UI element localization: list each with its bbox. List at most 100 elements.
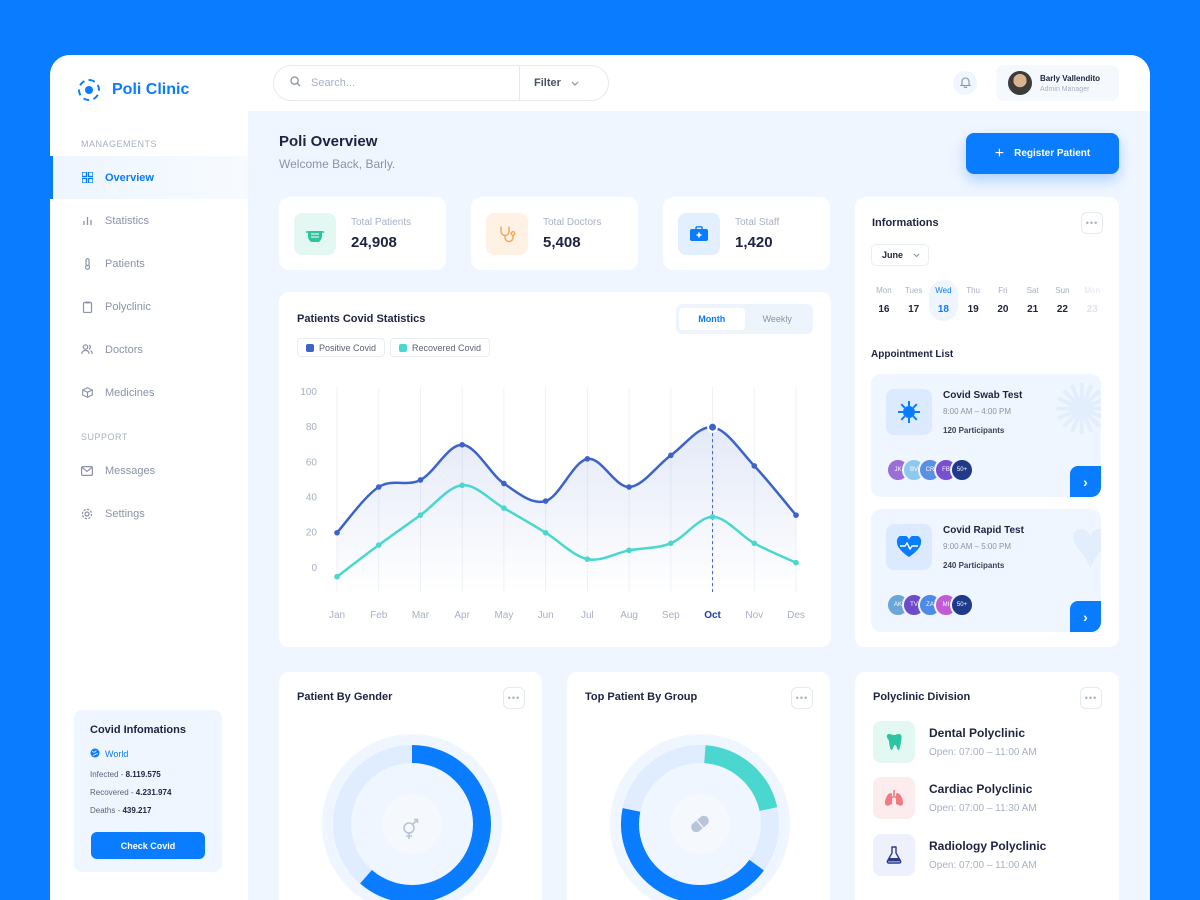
users-icon xyxy=(81,344,93,356)
register-patient-button[interactable]: + Register Patient xyxy=(966,133,1119,174)
day-item-selected[interactable]: Wed 18 xyxy=(928,280,959,321)
more-options-icon[interactable]: ••• xyxy=(1080,687,1102,709)
sidebar-item-overview[interactable]: Overview xyxy=(50,156,248,199)
month-label: June xyxy=(882,250,904,260)
check-covid-button[interactable]: Check Covid xyxy=(91,832,205,859)
covid-info-title: Covid Infomations xyxy=(90,724,186,736)
covid-statistics-card: 100 80 60 40 20 0 Jan Feb Mar Apr May Jun Jul Aug Sep O… xyxy=(279,292,831,647)
infected-label: Infected - xyxy=(90,770,126,779)
day-name: Sat xyxy=(1026,286,1039,295)
managements-label: MANAGEMENTS xyxy=(81,139,158,149)
search-input[interactable]: Search... xyxy=(311,77,356,89)
day-name: Sun xyxy=(1055,286,1070,295)
data-point xyxy=(584,556,591,562)
brand[interactable]: Poli Clinic xyxy=(78,79,189,101)
brand-name: Poli Clinic xyxy=(112,81,190,98)
day-item[interactable]: Sat 21 xyxy=(1018,280,1048,321)
polyclinic-hours: Open: 07:00 – 11:00 AM xyxy=(929,860,1037,871)
polyclinic-hours: Open: 07:00 – 11:30 AM xyxy=(929,803,1037,814)
filter-dropdown[interactable]: Filter xyxy=(519,65,597,101)
recovered-value: 4.231.974 xyxy=(135,788,172,797)
polyclinic-item-radiology[interactable]: Radiology Polyclinic Open: 07:00 – 11:00… xyxy=(873,834,1046,876)
participant-avatars: AK TV ZA MI 50+ xyxy=(886,593,974,617)
region-label: World xyxy=(105,749,129,759)
lungs-icon xyxy=(873,777,915,819)
more-options-icon[interactable]: ••• xyxy=(791,687,813,709)
toggle-month[interactable]: Month xyxy=(679,308,745,330)
polyclinic-division-card: Polyclinic Division ••• Dental Polyclini… xyxy=(855,672,1119,900)
page-title: Poli Overview xyxy=(279,133,378,150)
period-toggle: Month Weekly xyxy=(676,304,813,334)
polyclinic-item-dental[interactable]: Dental Polyclinic Open: 07:00 – 11:00 AM xyxy=(873,721,1037,763)
notification-button[interactable] xyxy=(953,71,977,95)
support-label: SUPPORT xyxy=(81,432,128,442)
polyclinic-name: Cardiac Polyclinic xyxy=(929,782,1033,796)
data-point xyxy=(459,441,465,448)
patient-group-card: Top Patient By Group ••• xyxy=(567,672,830,900)
chevron-right-icon[interactable]: › xyxy=(1070,466,1101,497)
stat-value: 24,908 xyxy=(351,233,397,251)
x-tick-label: Mar xyxy=(412,610,430,621)
user-profile[interactable]: Barly Vallendito Admin Manager xyxy=(996,65,1119,101)
day-item[interactable]: Mon 16 xyxy=(869,280,899,321)
sidebar-item-patients[interactable]: Patients xyxy=(50,242,248,285)
group-title: Top Patient By Group xyxy=(585,691,698,703)
gender-donut-chart xyxy=(322,734,502,900)
appointment-time: 8:00 AM – 4:00 PM xyxy=(943,407,1012,416)
infected-stat: Infected - 8.119.575 xyxy=(90,770,206,779)
sidebar-item-label: Polyclinic xyxy=(105,300,151,313)
covid-line-chart: 100 80 60 40 20 0 Jan Feb Mar Apr May Jun Jul Aug Sep O… xyxy=(300,387,805,621)
flask-icon xyxy=(873,834,915,876)
deaths-stat: Deaths - 439.217 xyxy=(90,806,206,815)
appointment-card[interactable]: ♥ Covid Rapid Test 9:00 AM – 5:00 PM 240… xyxy=(871,509,1101,632)
polyclinic-title: Polyclinic Division xyxy=(873,691,971,703)
sidebar-item-label: Settings xyxy=(105,507,145,520)
day-item[interactable]: Fri 20 xyxy=(988,280,1018,321)
x-tick-label: Aug xyxy=(620,610,638,621)
recovered-label: Recovered - xyxy=(90,788,136,797)
group-donut-chart xyxy=(610,734,790,900)
sidebar-item-doctors[interactable]: Doctors xyxy=(50,328,248,371)
sidebar-item-messages[interactable]: Messages xyxy=(50,449,248,492)
sidebar-item-polyclinic[interactable]: Polyclinic xyxy=(50,285,248,328)
region-selector[interactable]: World xyxy=(90,748,206,760)
day-item[interactable]: Tues 17 xyxy=(899,280,929,321)
x-tick-label: Jan xyxy=(329,610,345,621)
box-icon xyxy=(81,387,93,399)
x-tick-label: Sep xyxy=(662,610,680,621)
sidebar-item-medicines[interactable]: Medicines xyxy=(50,371,248,414)
day-date: 18 xyxy=(937,304,949,315)
sidebar-item-statistics[interactable]: Statistics xyxy=(50,199,248,242)
day-date: 20 xyxy=(997,304,1009,315)
data-point xyxy=(709,514,716,520)
appointment-card[interactable]: ✺ Covid Swab Test 8:00 AM – 4:00 PM 120 … xyxy=(871,374,1101,497)
avatar xyxy=(1008,71,1032,95)
tooth-icon xyxy=(873,721,915,763)
stat-card-doctors: Total Doctors 5,408 xyxy=(471,197,638,270)
more-options-icon[interactable]: ••• xyxy=(503,687,525,709)
legend-positive[interactable]: Positive Covid xyxy=(297,338,386,357)
day-date: 22 xyxy=(1056,304,1068,315)
legend-label: Recovered Covid xyxy=(412,342,482,353)
toggle-weekly[interactable]: Weekly xyxy=(762,314,792,324)
day-item[interactable]: Thu 19 xyxy=(958,280,988,321)
series-line-1 xyxy=(335,483,798,578)
recovered-stat: Recovered - 4.231.974 xyxy=(90,788,206,797)
stat-label: Total Staff xyxy=(735,216,780,228)
day-item[interactable]: Mon 23 xyxy=(1077,280,1107,321)
chevron-right-icon[interactable]: › xyxy=(1070,601,1101,632)
donut-segment-primary xyxy=(333,745,491,900)
chevron-down-icon xyxy=(913,250,920,260)
day-name: Wed xyxy=(935,286,952,295)
legend-recovered[interactable]: Recovered Covid xyxy=(390,338,491,357)
heart-watermark-icon: ♥ xyxy=(1069,509,1101,583)
month-dropdown[interactable]: June xyxy=(871,244,929,266)
sidebar-item-settings[interactable]: Settings xyxy=(50,492,248,535)
more-options-icon[interactable]: ••• xyxy=(1081,212,1103,234)
day-item[interactable]: Sun 22 xyxy=(1048,280,1078,321)
data-point xyxy=(668,452,674,459)
polyclinic-item-cardiac[interactable]: Cardiac Polyclinic Open: 07:00 – 11:30 A… xyxy=(873,777,1037,819)
day-date: 21 xyxy=(1027,304,1039,315)
filter-label: Filter xyxy=(534,77,561,89)
day-name: Fri xyxy=(998,286,1008,295)
